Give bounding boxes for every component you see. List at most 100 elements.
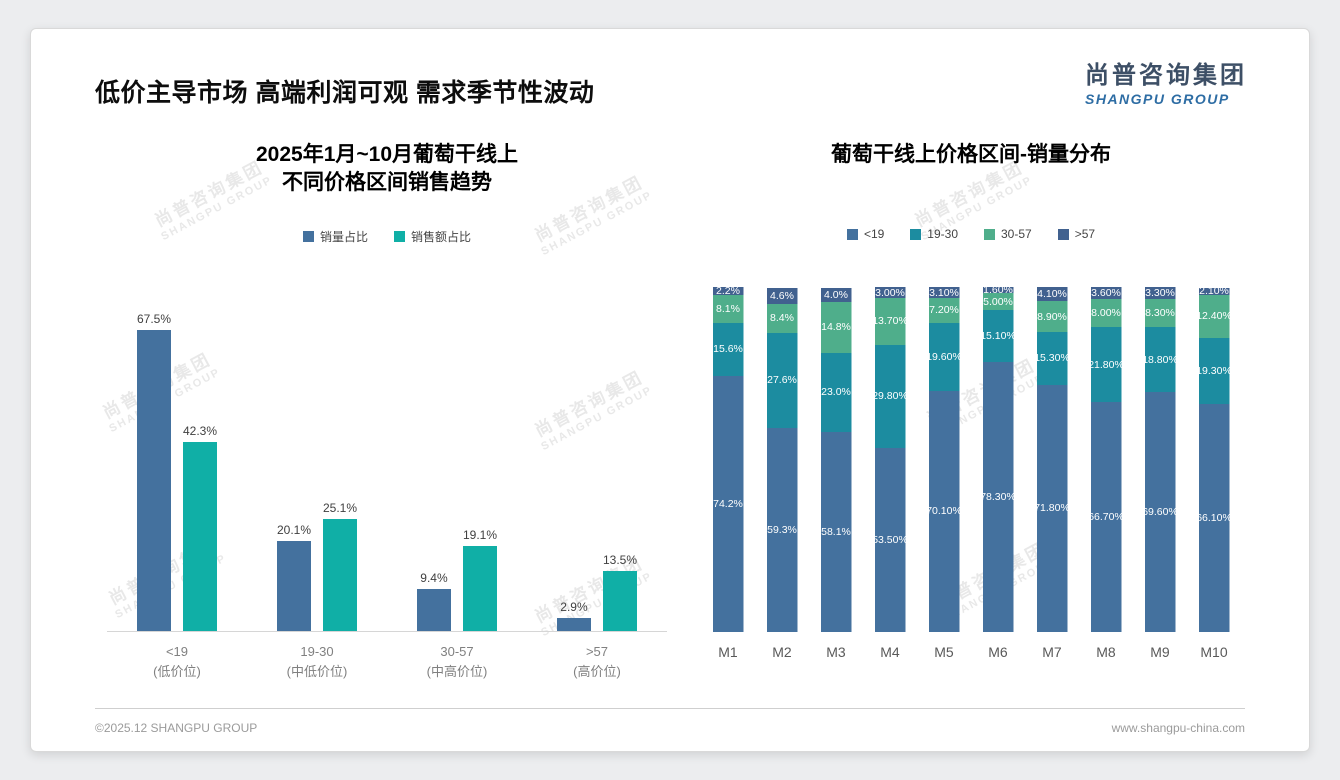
legend-swatch <box>302 230 314 242</box>
bar-value-label: 19.1% <box>462 527 498 542</box>
month-label: M7 <box>1042 644 1062 661</box>
segment-value-label: 14.8% <box>821 321 851 334</box>
legend-label: >57 <box>1074 227 1096 242</box>
segment-value-label: 15.6% <box>713 343 743 356</box>
category-label-tier: (中高价位) <box>426 663 488 679</box>
bar-segment: 29.80% <box>872 344 908 448</box>
bar-segment: 71.80% <box>1034 384 1070 633</box>
bar <box>463 545 497 631</box>
segment-value-label: 27.6% <box>767 374 797 387</box>
bar-segment: 66.70% <box>1090 402 1122 633</box>
logo-text-cn: 尚普咨询集团 <box>1085 62 1247 89</box>
bar-segment: 66.10% <box>1198 404 1230 633</box>
stacked-bar-cell: 69.60% 18.80% 8.30% 3.30% <box>1133 287 1187 633</box>
bar-group: 20.1% 25.1% <box>247 501 387 631</box>
stacked-bar-cell: 70.10% 19.60% 7.20% 3.10% <box>917 286 971 633</box>
legend-item: 30-57 <box>984 227 1032 241</box>
segment-value-label: 18.80% <box>1142 353 1178 366</box>
bar <box>136 330 171 631</box>
segment-value-label: 12.40% <box>1196 310 1232 323</box>
month-label: M6 <box>988 644 1008 661</box>
bar-group: 9.4% 19.1% <box>387 528 527 631</box>
bar-segment: 2.10% <box>1198 285 1230 297</box>
segment-value-label: 58.1% <box>821 526 851 539</box>
bar-unit: 2.9% <box>556 599 591 631</box>
bar <box>603 570 637 631</box>
segment-value-label: 8.30% <box>1145 307 1175 320</box>
slide-content: 低价主导市场 高端利润可观 需求季节性波动 尚普咨询集团 SHANGPU GRO… <box>31 29 1309 751</box>
bar-value-label: 25.1% <box>323 501 358 515</box>
stacked-bar-cell: 71.80% 15.30% 8.90% 4.10% <box>1025 287 1079 633</box>
footer-copyright: ©2025.12 SHANGPU GROUP <box>95 721 258 735</box>
segment-value-label: 71.80% <box>1034 502 1070 515</box>
category-label: >57 (高价位) <box>527 642 667 682</box>
stacked-bar-cell: 59.3% 27.6% 8.4% 4.6% <box>755 287 809 633</box>
bar-value-label: 67.5% <box>136 312 171 327</box>
bar-segment: 8.00% <box>1090 299 1122 328</box>
bar-segment: 1.60% <box>982 284 1014 296</box>
bar-value-label: 2.9% <box>560 599 588 614</box>
month-label: M2 <box>772 644 792 661</box>
bar-segment: 27.6% <box>766 332 798 428</box>
segment-value-label: 3.00% <box>875 286 905 299</box>
bar-segment: 14.8% <box>820 301 852 353</box>
stacked-bar: 78.30% 15.10% 5.00% 1.60% <box>980 284 1016 633</box>
category-label-tier: (高价位) <box>573 663 621 679</box>
bar-segment: 8.30% <box>1144 298 1176 328</box>
bar-group: 2.9% 13.5% <box>527 553 667 631</box>
bar-segment: 8.4% <box>766 303 798 333</box>
bar-segment: 5.00% <box>982 292 1014 311</box>
category-label-tier: (低价位) <box>153 663 201 679</box>
legend-swatch <box>984 228 995 240</box>
right-chart-xaxis: M1 M2 M3 M4 M5 M6 M7 M8 M9 M10 <box>701 644 1241 660</box>
segment-value-label: 8.00% <box>1091 307 1121 320</box>
segment-value-label: 4.10% <box>1037 288 1067 301</box>
category-label: <19 (低价位) <box>107 642 247 682</box>
category-label-range: 19-30 <box>300 643 334 659</box>
segment-value-label: 29.80% <box>872 390 908 403</box>
bar-unit: 25.1% <box>323 501 357 631</box>
bar-segment: 4.10% <box>1036 287 1068 302</box>
segment-value-label: 19.30% <box>1196 365 1232 378</box>
stacked-bar-cell: 58.1% 23.0% 14.8% 4.0% <box>809 287 863 633</box>
bar-segment: 19.60% <box>926 322 962 391</box>
bar-unit: 42.3% <box>183 424 217 631</box>
bar-value-label: 9.4% <box>420 570 448 585</box>
segment-value-label: 15.10% <box>980 330 1016 343</box>
segment-value-label: 53.50% <box>872 534 908 547</box>
bar-unit: 67.5% <box>136 312 171 631</box>
bar <box>276 541 311 631</box>
stacked-bar: 53.50% 29.80% 13.70% 3.00% <box>872 286 908 633</box>
bar-segment: 58.1% <box>820 431 852 633</box>
stacked-bar: 71.80% 15.30% 8.90% 4.10% <box>1034 287 1070 633</box>
month-label: M8 <box>1096 644 1116 661</box>
legend-item: <19 <box>846 227 884 241</box>
left-chart-legend: 销量占比 销售额占比 <box>302 228 471 245</box>
month-label: M1 <box>718 644 738 661</box>
segment-value-label: 59.3% <box>767 524 797 537</box>
stacked-bar-cell: 78.30% 15.10% 5.00% 1.60% <box>971 284 1025 633</box>
slide-title: 低价主导市场 高端利润可观 需求季节性波动 <box>95 79 595 107</box>
category-label: 19-30 (中低价位) <box>247 642 387 682</box>
bar-segment: 15.30% <box>1036 331 1068 385</box>
grouped-bar-chart: 2025年1月~10月葡萄干线上 不同价格区间销售趋势 销量占比 销售额占比 67… <box>97 141 677 682</box>
segment-value-label: 2.2% <box>716 284 740 297</box>
segment-value-label: 7.20% <box>929 304 959 317</box>
category-label-range: >57 <box>585 643 609 659</box>
segment-value-label: 19.60% <box>926 350 962 363</box>
right-chart-plot: 74.2% 15.6% 8.1% 2.2% 59.3% 27.6% 8.4% 4.6% 58.1… <box>701 284 1241 633</box>
bar-segment: 78.30% <box>982 362 1014 633</box>
bar-unit: 9.4% <box>416 570 451 631</box>
legend-swatch <box>1057 228 1069 240</box>
bar-value-label: 13.5% <box>602 552 638 567</box>
bar-segment: 23.0% <box>820 352 852 432</box>
stacked-bar: 66.10% 19.30% 12.40% 2.10% <box>1196 285 1232 633</box>
bar-segment: 18.80% <box>1142 327 1178 393</box>
bar-unit: 20.1% <box>276 523 311 631</box>
left-chart-xaxis: <19 (低价位) 19-30 (中低价位) 30-57 (中高价位) >57 (高价位) <box>107 642 667 682</box>
category-label-range: 30-57 <box>440 643 474 659</box>
bar-segment: 21.80% <box>1090 327 1122 403</box>
bar-segment: 4.6% <box>766 287 798 304</box>
segment-value-label: 74.2% <box>713 498 743 511</box>
segment-value-label: 3.10% <box>929 286 959 299</box>
